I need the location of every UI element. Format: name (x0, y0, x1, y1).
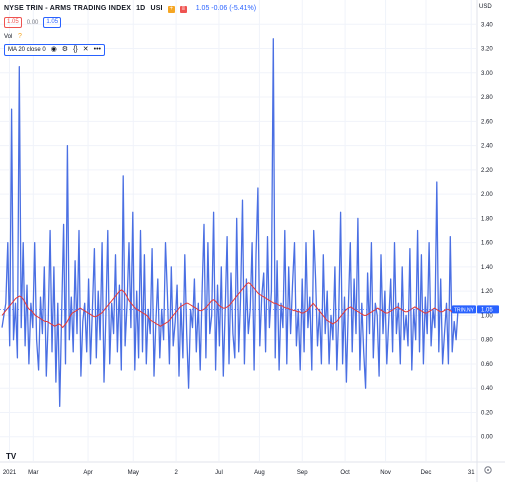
series-label-box (452, 305, 476, 314)
last-value-box (477, 305, 499, 314)
y-tick-label: 0.80 (481, 338, 493, 344)
y-tick-label: 0.60 (481, 362, 493, 368)
x-tick-label: May (128, 470, 139, 476)
y-tick-label: 1.40 (481, 265, 493, 271)
y-tick-label: 3.40 (481, 22, 493, 28)
tradingview-logo: TV (6, 452, 17, 461)
y-tick-label: 3.00 (481, 71, 493, 77)
x-tick-label: Sep (297, 470, 308, 476)
spread-value: 0.00 (26, 19, 39, 26)
y-tick-label: 2.00 (481, 192, 493, 198)
more-icon[interactable]: ••• (93, 46, 101, 53)
x-tick-label: Mar (28, 470, 38, 476)
y-tick-label: 2.60 (481, 119, 493, 125)
add-symbol-icon[interactable]: + (167, 5, 175, 13)
x-tick-label: 31 (468, 470, 475, 476)
y-tick-label: 2.40 (481, 144, 493, 150)
last-value-label: 1.05 (481, 307, 493, 313)
y-tick-label: 0.00 (481, 435, 493, 441)
close-icon[interactable]: ✕ (82, 46, 89, 53)
x-tick-label: Dec (421, 470, 432, 476)
series-line-0 (1, 38, 459, 408)
symbol-row: NYSE TRIN - ARMS TRADING INDEX 1D USI + … (4, 4, 256, 14)
sell-button[interactable]: 1.05 (4, 17, 22, 28)
volume-label: Vol (4, 34, 13, 40)
symbol-exchange: USI (150, 5, 163, 12)
currency-label: USD (479, 4, 492, 10)
x-tick-label: Aug (254, 470, 265, 476)
warning-icon[interactable]: ? (18, 33, 22, 40)
symbol-interval[interactable]: 1D (136, 5, 146, 12)
symbol-title: NYSE TRIN - ARMS TRADING INDEX (4, 5, 132, 12)
y-tick-label: 1.80 (481, 216, 493, 222)
indicator-label: MA 20 close 0 (8, 47, 46, 53)
x-tick-label: Apr (83, 470, 92, 476)
x-tick-label: 2 (174, 470, 178, 476)
y-tick-label: 3.20 (481, 47, 493, 53)
eye-icon[interactable]: ◉ (50, 46, 57, 53)
settings-gear-icon[interactable] (484, 466, 492, 474)
y-tick-label: 2.80 (481, 95, 493, 101)
x-tick-label: Nov (380, 470, 391, 476)
settings-icon[interactable]: ⚙ (61, 46, 69, 53)
y-tick-label: 2.20 (481, 168, 493, 174)
symbol-quote: 1.05 -0.06 (-5.41%) (195, 5, 257, 12)
volume-row: Vol ? (4, 32, 256, 42)
source-code-icon[interactable]: {} (73, 46, 78, 53)
y-tick-label: 0.40 (481, 386, 493, 392)
chart-legend: NYSE TRIN - ARMS TRADING INDEX 1D USI + … (4, 4, 256, 56)
indicator-legend[interactable]: MA 20 close 0 ◉ ⚙ {} ✕ ••• (4, 44, 105, 56)
trade-row: 1.05 0.00 1.05 (4, 17, 256, 28)
remove-symbol-icon[interactable]: ≡ (179, 5, 187, 13)
y-tick-label: 0.20 (481, 410, 493, 416)
y-tick-label: 1.60 (481, 241, 493, 247)
series-line-1 (1, 282, 458, 329)
buy-button[interactable]: 1.05 (43, 17, 62, 28)
series-label: TRIN.NY (454, 307, 475, 313)
x-tick-label: 2021 (3, 470, 17, 476)
y-tick-label: 1.20 (481, 289, 493, 295)
y-tick-label: 1.00 (481, 313, 493, 319)
x-tick-label: Jul (215, 470, 223, 476)
x-tick-label: Oct (340, 470, 350, 476)
tradingview-logo-text: TV (6, 452, 17, 461)
